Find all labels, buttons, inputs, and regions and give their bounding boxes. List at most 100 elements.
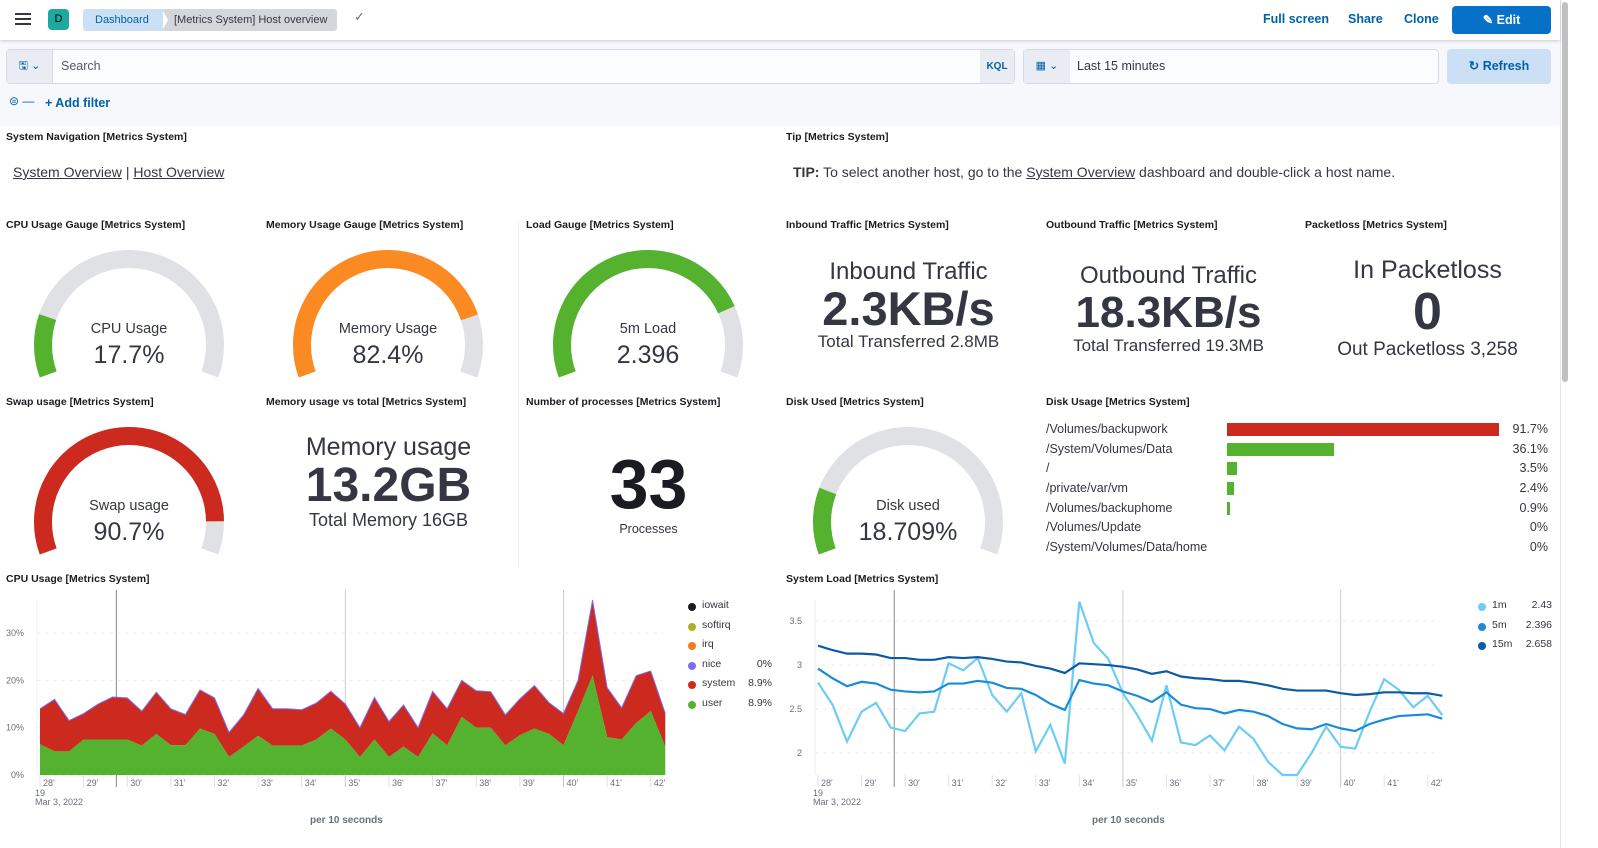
add-filter-button[interactable]: + Add filter — [45, 96, 111, 110]
x-tick-label: 32' — [995, 778, 1007, 788]
x-tick-label: 36' — [392, 778, 404, 788]
metric-sub: Out Packetloss 3,258 — [1337, 339, 1518, 360]
tip-system-overview-link[interactable]: System Overview — [1026, 164, 1136, 180]
cpu-usage-chart: 0% 10% 20% 30% 28' 29' 30' 31' 32' 33' 34' 35' 36' 37… — [6, 590, 666, 807]
series-nice-line — [39, 599, 666, 734]
legend-item-softirq[interactable]: softirq — [688, 618, 772, 638]
panel-title: Memory usage vs total [Metrics System] — [266, 396, 467, 408]
gauge-value: 2.396 — [617, 341, 680, 369]
metric-label: Memory usage — [305, 433, 472, 461]
legend-name: system — [702, 677, 736, 689]
refresh-button[interactable]: ↻ Refresh — [1447, 49, 1551, 84]
x-date-label: Mar 3, 2022 — [35, 797, 83, 807]
disk-name: /System/Volumes/Data — [1046, 441, 1173, 456]
breadcrumb-dashboard[interactable]: Dashboard — [83, 9, 163, 31]
time-range[interactable]: Last 15 minutes — [1077, 59, 1166, 73]
system-load-chart: 2 2.5 3 3.5 28' 29' 30' 31' 32' 33' 34' 35' 36' 37' 38… — [789, 590, 1444, 807]
metric-label: Outbound Traffic — [1080, 262, 1257, 289]
legend-dot — [688, 700, 696, 709]
panel-title: Memory Usage Gauge [Metrics System] — [266, 219, 464, 231]
panel-title: Outbound Traffic [Metrics System] — [1046, 219, 1218, 231]
metric-label: In Packetloss — [1353, 256, 1502, 284]
panel-title: Packetloss [Metrics System] — [1305, 219, 1447, 231]
outbound-traffic-metric: Outbound Traffic 18.3KB/s Total Transfer… — [1046, 262, 1291, 356]
disk-name: /Volumes/backupwork — [1046, 422, 1168, 436]
disk-row: /Volumes/backupwork 91.7% — [1046, 420, 1552, 440]
legend-item-system[interactable]: system 8.9% — [688, 676, 772, 696]
disk-row: /System/Volumes/Data 36.1% — [1046, 440, 1552, 460]
legend-name: user — [702, 696, 723, 709]
disk-name: / — [1046, 461, 1050, 476]
legend-value: 2.43 — [1531, 599, 1552, 611]
legend-name: softirq — [702, 618, 731, 631]
edit-button[interactable]: ✎ Edit — [1452, 6, 1551, 34]
legend-item-nice[interactable]: nice 0% — [688, 657, 772, 677]
legend-name: 15m — [1492, 638, 1513, 650]
gauge-svg: 5m Load 2.396 — [553, 250, 743, 378]
clone-link[interactable]: Clone — [1404, 12, 1439, 26]
scrollbar[interactable] — [1560, 0, 1598, 848]
x-tick-label: 35' — [348, 778, 360, 788]
save-icon: 🖫 — [18, 60, 29, 72]
filter-icon[interactable]: ⊜ — — [9, 94, 35, 108]
disk-row: /System/Volumes/Data/home 0% — [1046, 538, 1552, 558]
x-hour-label: 19 — [35, 788, 45, 798]
search-input[interactable]: Search — [61, 59, 101, 73]
legend-dot — [688, 681, 696, 689]
metric-value: 2.3KB/s — [822, 282, 995, 335]
scrollbar-thumb[interactable] — [1562, 2, 1568, 382]
legend-name: irq — [702, 638, 714, 650]
x-tick-label: 37' — [1213, 778, 1225, 788]
full-screen-link[interactable]: Full screen — [1263, 12, 1329, 26]
x-tick-label: 36' — [1169, 778, 1181, 788]
gauge-fill — [293, 250, 478, 378]
pencil-icon: ✎ — [1482, 13, 1497, 27]
kql-button[interactable]: KQL — [980, 50, 1014, 83]
legend-value: 0% — [756, 657, 772, 670]
legend-dot — [688, 603, 696, 611]
x-tick-label: 40' — [1344, 778, 1356, 788]
disk-value: 0% — [1529, 520, 1548, 535]
gauge-svg: Swap usage 90.7% — [34, 427, 224, 555]
time-picker[interactable]: ▦ ⌄ Last 15 minutes — [1023, 49, 1439, 84]
x-tick-label: 42' — [654, 778, 666, 788]
separator: | — [125, 164, 130, 180]
panel-title: CPU Usage Gauge [Metrics System] — [6, 219, 186, 231]
search-bar: 🖫 ⌄ Search KQL — [6, 49, 1015, 84]
packetloss-metric: In Packetloss 0 Out Packetloss 3,258 — [1305, 256, 1550, 361]
x-tick-label: 28' — [821, 778, 833, 788]
host-overview-link[interactable]: Host Overview — [133, 164, 225, 180]
system-overview-link[interactable]: System Overview — [13, 164, 122, 180]
top-header: D Dashboard [Metrics System] Host overvi… — [0, 0, 1560, 40]
disk-row: /Volumes/backuphome 0.9% — [1046, 499, 1552, 519]
disk-name: /Volumes/Update — [1046, 520, 1142, 535]
x-tick-label: 32' — [217, 778, 229, 788]
legend-item-1m[interactable]: 1m 2.43 — [1478, 598, 1552, 618]
space-avatar[interactable]: D — [48, 9, 69, 30]
system-navigation: System Overview | Host Overview — [13, 164, 224, 180]
x-date-label: Mar 3, 2022 — [813, 797, 861, 807]
load-chart-legend: 1m 2.43 5m 2.396 15m 2.658 — [1478, 598, 1552, 657]
disk-value: 91.7% — [1512, 422, 1548, 436]
share-link[interactable]: Share — [1348, 12, 1383, 26]
menu-icon[interactable] — [15, 13, 31, 25]
saved-query-button[interactable]: 🖫 ⌄ — [7, 50, 53, 83]
x-axis-label: per 10 seconds — [1092, 815, 1165, 826]
x-hour-label: 19 — [813, 788, 823, 798]
legend-item-15m[interactable]: 15m 2.658 — [1478, 637, 1552, 657]
panel-title: Number of processes [Metrics System] — [526, 396, 721, 408]
legend-item-user[interactable]: user 8.9% — [688, 696, 772, 716]
panel-title: System Load [Metrics System] — [786, 573, 939, 585]
panel-title: Load Gauge [Metrics System] — [526, 219, 674, 231]
gauge-value: 82.4% — [353, 341, 424, 369]
calendar-button[interactable]: ▦ ⌄ — [1024, 50, 1070, 83]
gauge-fill — [34, 314, 57, 378]
x-tick-label: 33' — [1039, 778, 1051, 788]
legend-item-iowait[interactable]: iowait — [688, 598, 772, 618]
disk-value: 3.5% — [1519, 461, 1549, 476]
legend-item-irq[interactable]: irq — [688, 637, 772, 657]
disk-value: 0.9% — [1519, 500, 1549, 515]
divider — [518, 222, 519, 567]
y-tick-label: 0% — [11, 770, 24, 780]
legend-item-5m[interactable]: 5m 2.396 — [1478, 618, 1552, 638]
